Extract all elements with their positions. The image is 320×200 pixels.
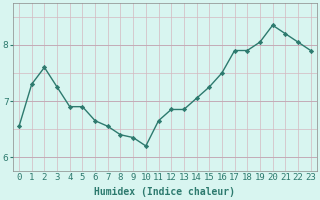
X-axis label: Humidex (Indice chaleur): Humidex (Indice chaleur) [94,187,235,197]
